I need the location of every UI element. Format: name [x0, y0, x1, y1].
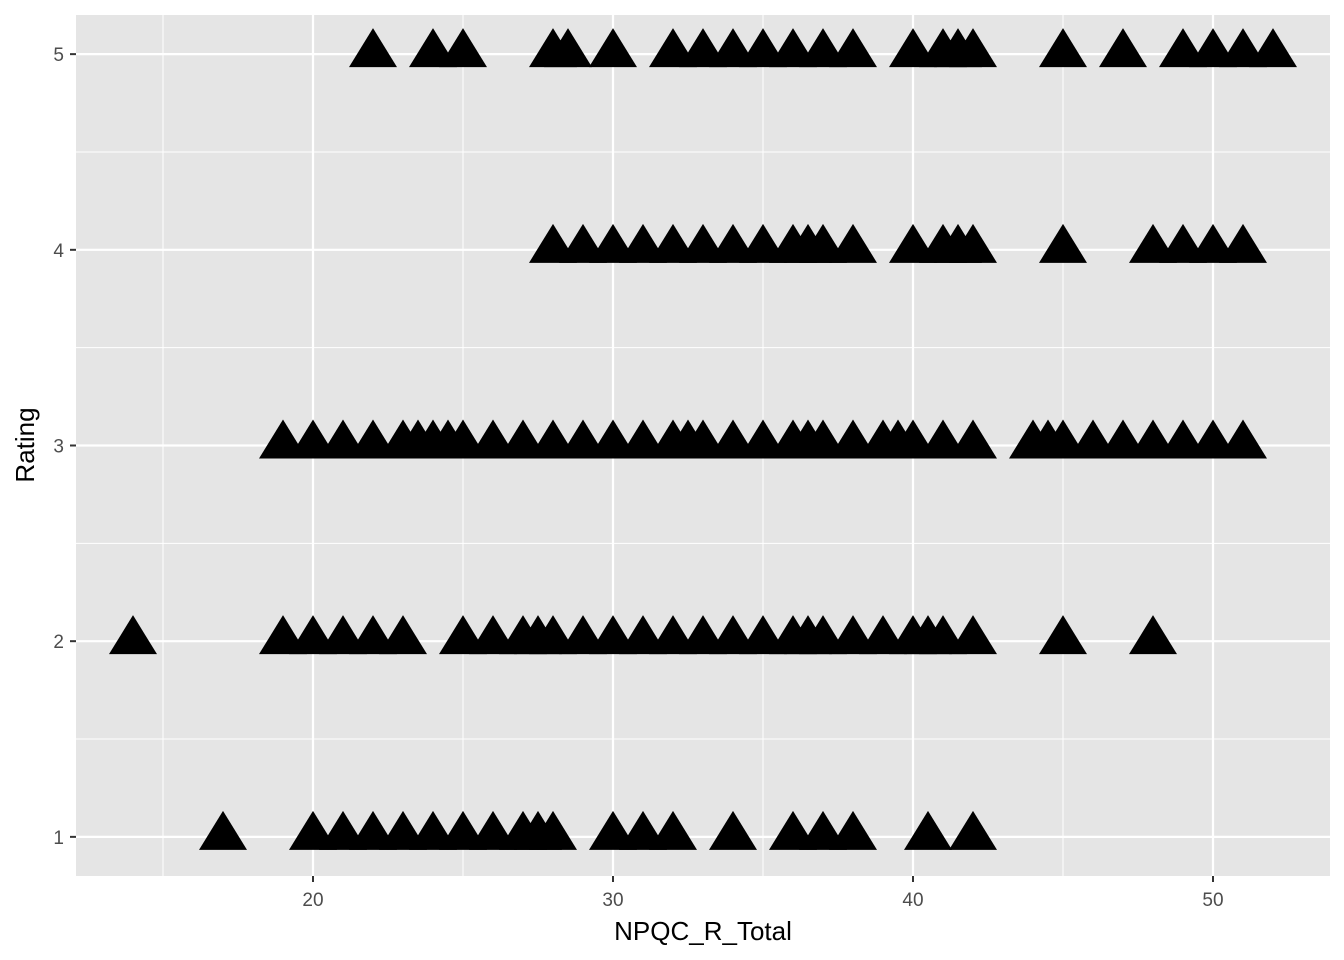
- data-point: [949, 28, 997, 68]
- data-point: [949, 615, 997, 655]
- y-tick-label: 5: [53, 45, 64, 66]
- data-point: [199, 810, 247, 850]
- data-point: [409, 28, 457, 68]
- x-tick-label: 40: [902, 890, 923, 911]
- x-tick-label: 30: [602, 890, 623, 911]
- data-point: [1099, 28, 1147, 68]
- data-point: [904, 810, 952, 850]
- data-point: [829, 223, 877, 263]
- data-point: [649, 28, 697, 68]
- data-point: [529, 810, 577, 850]
- x-tick-label: 50: [1202, 890, 1223, 911]
- y-tick-label: 2: [53, 632, 64, 653]
- data-point: [1039, 615, 1087, 655]
- y-tick-label: 3: [53, 437, 64, 458]
- data-point: [1219, 28, 1267, 68]
- data-point: [649, 810, 697, 850]
- data-point: [889, 28, 937, 68]
- data-point: [544, 28, 592, 68]
- x-axis-ticks: 20 30 40 50: [302, 876, 1224, 911]
- data-point: [679, 28, 727, 68]
- data-point: [589, 28, 637, 68]
- data-point: [1219, 419, 1267, 459]
- data-point: [709, 810, 757, 850]
- data-point: [829, 28, 877, 68]
- y-axis-ticks: 1 2 3 4 5: [53, 45, 76, 849]
- data-point: [349, 28, 397, 68]
- data-point: [1159, 28, 1207, 68]
- data-point: [1039, 28, 1087, 68]
- data-point: [829, 810, 877, 850]
- data-point: [379, 615, 427, 655]
- y-tick-label: 1: [53, 828, 64, 849]
- data-point: [439, 28, 487, 68]
- data-point: [709, 28, 757, 68]
- x-axis-title: NPQC_R_Total: [614, 916, 792, 946]
- data-point: [109, 615, 157, 655]
- x-tick-label: 20: [302, 890, 323, 911]
- data-point: [739, 28, 787, 68]
- data-point: [1249, 28, 1297, 68]
- data-point: [1219, 223, 1267, 263]
- data-point: [799, 28, 847, 68]
- data-points: [109, 28, 1297, 850]
- data-point: [1129, 615, 1177, 655]
- data-point: [949, 419, 997, 459]
- y-axis-title: Rating: [10, 407, 40, 482]
- data-point: [769, 28, 817, 68]
- y-tick-label: 4: [53, 241, 64, 262]
- data-point: [949, 810, 997, 850]
- data-point: [949, 223, 997, 263]
- data-point: [1189, 28, 1237, 68]
- data-point: [1039, 223, 1087, 263]
